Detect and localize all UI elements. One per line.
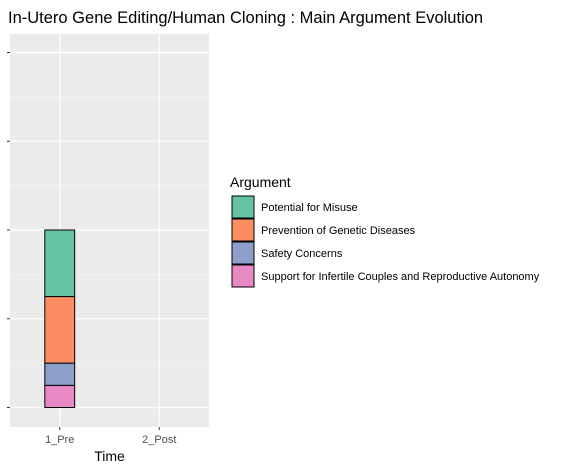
y-axis-ticks [7,52,160,430]
x-tick-label: 1_Pre [45,434,74,446]
bars [44,229,76,408]
legend-title: Argument [230,174,291,190]
chart-title: In-Utero Gene Editing/Human Cloning : Ma… [8,9,483,27]
legend-key [231,241,255,265]
legend-key [231,218,255,242]
legend-key [231,264,255,288]
legend-key [231,195,255,219]
bar-segment [44,229,76,298]
legend-label: Support for Infertile Couples and Reprod… [261,271,540,283]
bar-segment [44,296,76,364]
x-axis-title: Time [94,448,125,464]
bar-segment [44,384,76,408]
x-tick-label: 2_Post [142,434,176,446]
legend: Potential for Misuse Prevention of Geneti… [231,195,540,288]
bar-segment [44,362,76,386]
legend-label: Potential for Misuse [261,202,358,214]
legend-label: Prevention of Genetic Diseases [261,225,416,237]
x-axis-tick-labels: 1_Pre 2_Post [45,434,176,446]
legend-label: Safety Concerns [261,248,343,260]
